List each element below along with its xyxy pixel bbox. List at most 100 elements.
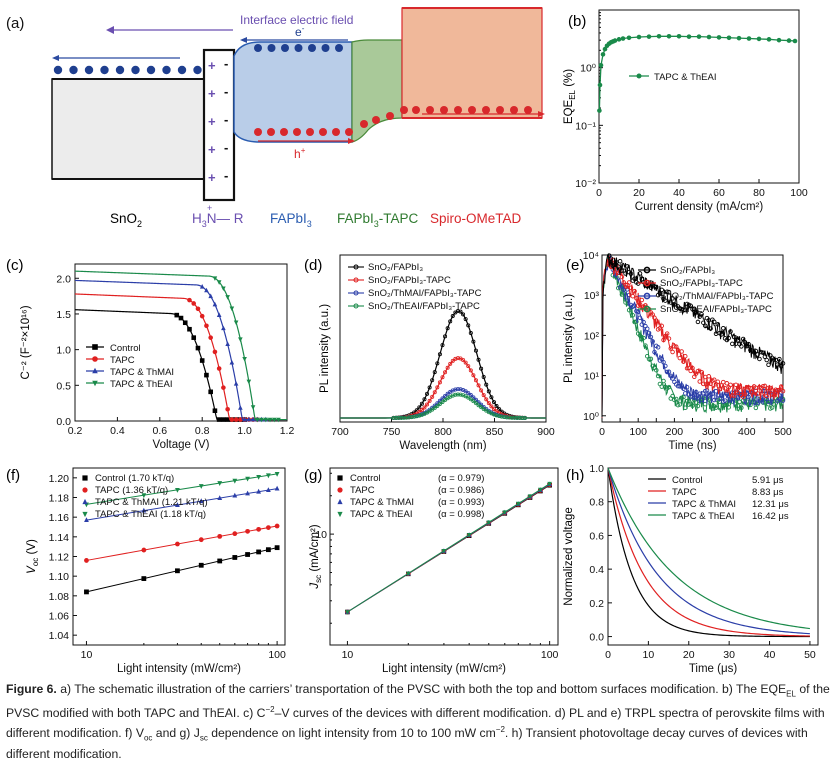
data-point <box>664 331 670 336</box>
data-point <box>648 356 654 362</box>
data-point <box>681 394 686 400</box>
data-point <box>212 301 218 307</box>
data-point <box>432 405 437 410</box>
data-point <box>771 357 777 362</box>
data-point <box>497 407 502 412</box>
data-point <box>238 337 243 342</box>
data-point <box>786 38 792 43</box>
fit-line <box>86 473 278 505</box>
data-point <box>728 329 733 334</box>
data-point <box>504 415 509 420</box>
x-tick-label: 300 <box>702 426 720 438</box>
data-point <box>731 334 737 340</box>
panel-c-label: (c) <box>6 257 24 274</box>
data-point <box>673 396 679 402</box>
data-point <box>455 356 460 361</box>
data-point <box>455 392 460 397</box>
y-tick-label: 1.5 <box>56 309 71 321</box>
data-point <box>432 390 437 395</box>
data-point <box>265 473 271 479</box>
legend-label: TAPC & ThMAI <box>110 367 174 378</box>
data-point <box>191 301 197 306</box>
data-point <box>233 381 239 386</box>
data-point <box>666 289 672 295</box>
data-point <box>274 545 280 551</box>
data-point <box>711 397 717 403</box>
data-point <box>233 320 239 326</box>
data-point <box>225 406 230 412</box>
tapc-band <box>351 39 403 143</box>
data-point <box>632 319 637 325</box>
electron-dot <box>84 65 94 75</box>
data-point <box>650 339 655 344</box>
data-point <box>515 415 520 420</box>
data-point <box>448 319 453 324</box>
dipole-minus: - <box>224 56 228 71</box>
legend-label: SnO₂/FAPbI₃-TAPC <box>368 275 451 286</box>
holes <box>254 106 532 136</box>
data-point <box>659 323 664 329</box>
y-axis-label: PL intensity (a.u.) <box>563 294 575 383</box>
data-point <box>471 339 476 344</box>
data-point <box>453 387 458 392</box>
legend-tau: 5.91 μs <box>752 475 784 486</box>
data-point <box>476 403 481 408</box>
dipole-plus: + <box>208 86 216 101</box>
data-point <box>679 349 684 354</box>
dipole-plus: + <box>208 114 216 129</box>
data-point <box>668 346 674 351</box>
dipole-plus: + <box>208 58 216 73</box>
data-point <box>256 488 262 494</box>
hole-dot <box>426 106 434 114</box>
x-tick-label: 0 <box>596 187 602 199</box>
x-tick-label: 0.2 <box>68 425 83 437</box>
data-point <box>597 108 602 113</box>
dipole-charges: + -+ -+ -+ -+ - <box>208 56 228 185</box>
data-point <box>711 377 717 382</box>
data-point <box>267 417 273 423</box>
data-point <box>221 385 226 390</box>
y-tick-label: 0.5 <box>56 380 71 392</box>
spiro-band <box>401 7 543 119</box>
data-point <box>742 392 748 397</box>
legend-label: SnO₂/ThEAI/FAPbI₃-TAPC <box>660 304 772 315</box>
data-point <box>198 498 204 504</box>
y-tick-label: 10¹ <box>584 371 600 383</box>
data-point <box>463 360 468 365</box>
data-point <box>666 336 672 341</box>
data-point <box>702 323 708 328</box>
data-point <box>696 34 702 39</box>
data-point <box>676 33 682 39</box>
data-point <box>468 368 473 373</box>
dipole-minus: - <box>224 140 228 155</box>
data-point <box>717 386 722 392</box>
x-tick-label: 80 <box>753 187 765 199</box>
data-point <box>616 264 621 269</box>
y-tick-label: 0.8 <box>589 497 604 509</box>
data-point <box>777 356 782 362</box>
data-point <box>199 313 205 319</box>
data-point <box>527 494 533 499</box>
y-axis-label: PL intensity (a.u.) <box>319 304 331 393</box>
data-point <box>643 343 648 348</box>
electron-dot <box>177 65 187 75</box>
data-point <box>448 361 453 366</box>
layer-label-tapc: FAPbI3-TAPC <box>337 211 419 229</box>
data-point <box>719 383 724 388</box>
data-point <box>724 391 730 397</box>
legend-marker <box>353 264 359 270</box>
hole-dot <box>386 112 394 120</box>
data-point <box>670 296 675 301</box>
data-point <box>739 405 744 410</box>
data-point <box>659 356 664 362</box>
data-point <box>628 285 634 290</box>
data-point <box>405 571 411 577</box>
data-point <box>82 475 88 481</box>
data-point <box>427 398 432 403</box>
data-point <box>620 36 626 41</box>
chart-b-eqe: (b) 0 20 40 60 80 100 10⁻² 10⁻¹ 10⁰ Current densit… <box>563 9 808 213</box>
legend-label: SnO₂/ThMAI/FAPbI₃-TAPC <box>368 288 482 299</box>
data-point <box>634 295 639 301</box>
data-point <box>547 481 552 487</box>
data-point <box>724 381 730 386</box>
